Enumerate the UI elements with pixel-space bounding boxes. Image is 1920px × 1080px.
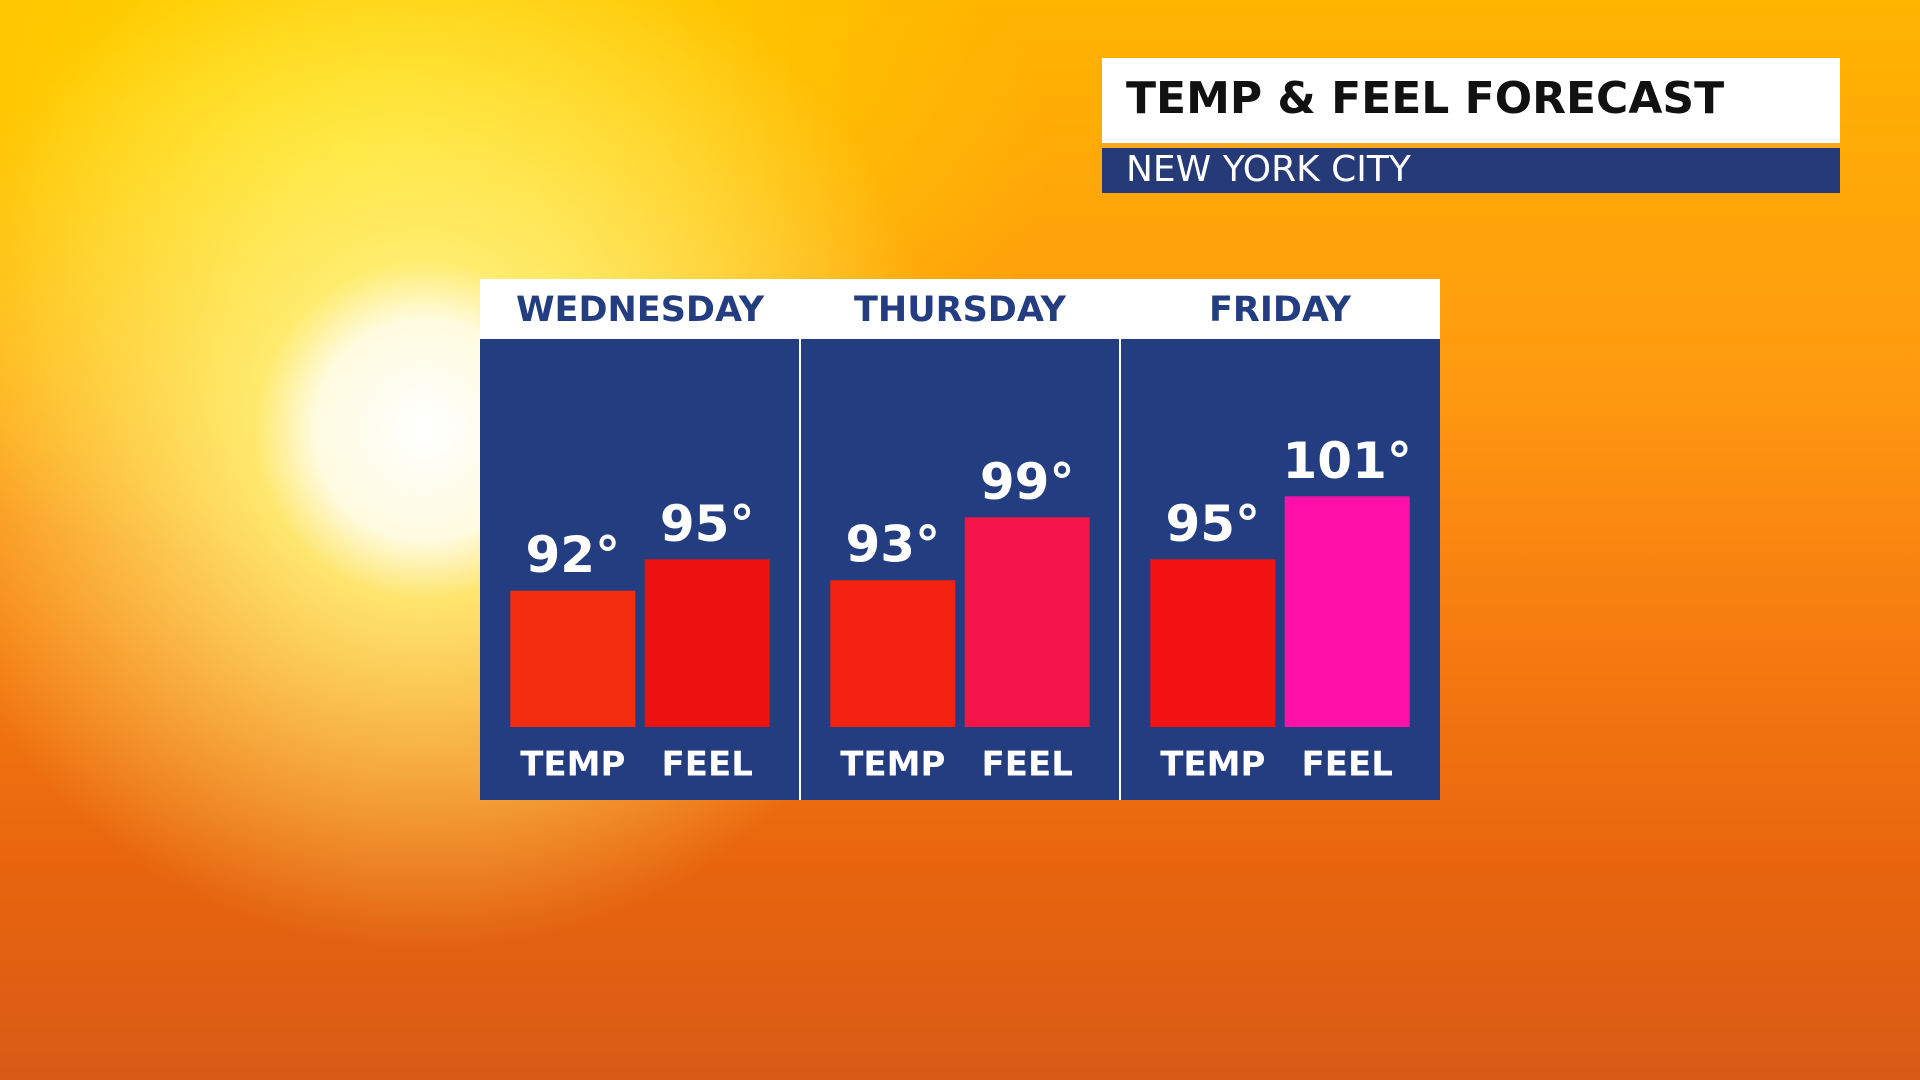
bar xyxy=(1284,496,1410,727)
bar xyxy=(830,580,956,727)
title-box xyxy=(1102,58,1840,143)
bar xyxy=(510,590,636,727)
bar-label: FEEL xyxy=(1302,745,1393,785)
value-label: 95° xyxy=(1166,495,1261,553)
value-label: 93° xyxy=(846,516,941,574)
bar-label: FEEL xyxy=(982,745,1073,785)
bar-label: TEMP xyxy=(520,745,625,785)
title-accent xyxy=(1102,143,1840,147)
plot-panel xyxy=(480,339,1440,800)
chart-subtitle: NEW YORK CITY xyxy=(1126,149,1412,190)
value-label: 92° xyxy=(526,526,621,584)
bar-label: TEMP xyxy=(840,745,945,785)
value-label: 95° xyxy=(660,495,755,553)
day-header-strip xyxy=(480,279,1440,339)
day-label: WEDNESDAY xyxy=(516,290,765,330)
bar xyxy=(644,559,770,727)
value-label: 101° xyxy=(1283,432,1412,490)
day-label: THURSDAY xyxy=(854,290,1067,330)
bar-label: TEMP xyxy=(1160,745,1265,785)
day-label: FRIDAY xyxy=(1209,290,1352,330)
value-label: 99° xyxy=(980,453,1075,511)
bar xyxy=(1150,559,1276,727)
bar xyxy=(964,517,1090,727)
subtitle-box xyxy=(1102,148,1840,193)
bar-label: FEEL xyxy=(662,745,753,785)
chart-title: TEMP & FEEL FORECAST xyxy=(1126,73,1724,124)
